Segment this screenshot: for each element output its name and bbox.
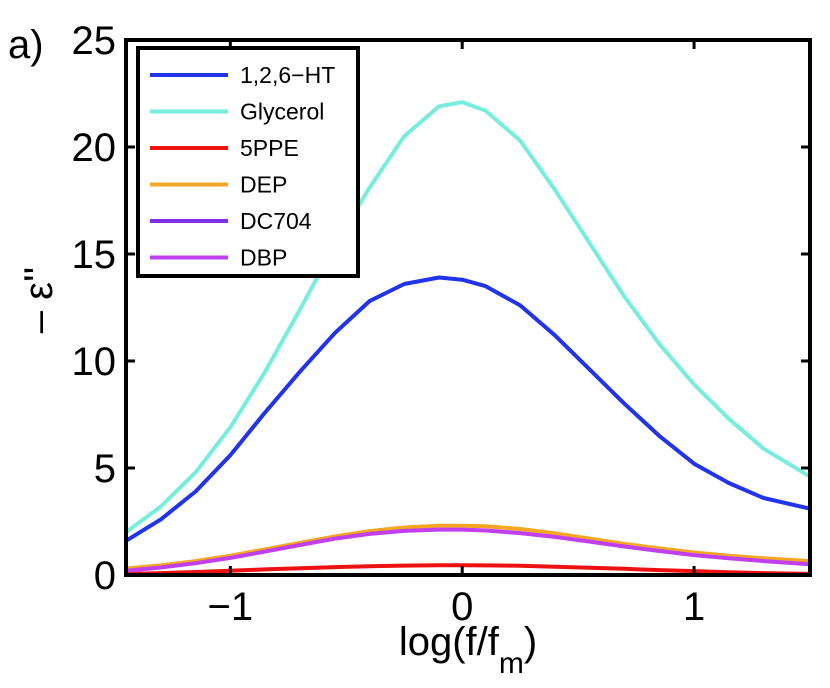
y-tick-label-3: 15: [72, 233, 117, 277]
legend: 1,2,6−HT Glycerol 5PPE DEP DC704 DBP: [136, 46, 360, 278]
legend-label-0: 1,2,6−HT: [240, 62, 335, 88]
x-axis-label-close: ): [524, 620, 537, 664]
y-tick-label-5: 25: [72, 19, 117, 63]
x-tick-label-2: 1: [683, 585, 705, 629]
legend-box: [136, 46, 360, 278]
plot-frame: [124, 38, 812, 577]
y-tick-label-2: 10: [72, 340, 117, 384]
legend-label-4: DC704: [240, 208, 312, 234]
x-axis-label-main: log(f/f: [399, 620, 500, 664]
y-tick-label-0: 0: [94, 554, 116, 598]
series-line-5: [125, 527, 811, 573]
y-axis-label: – ε'': [17, 267, 61, 333]
series-line-3: [125, 523, 811, 571]
series-line-0: [124, 275, 811, 543]
series-line-1: [124, 100, 812, 534]
legend-label-3: DEP: [240, 172, 287, 198]
legend-label-2: 5PPE: [240, 135, 299, 161]
panel-label: a): [8, 23, 44, 67]
x-tick-label-0: −1: [208, 585, 254, 629]
legend-label-5: DBP: [240, 245, 287, 271]
x-axis-label: log(f/fm): [399, 620, 537, 680]
x-tick-label-1: 0: [451, 585, 473, 629]
y-tick-label-1: 5: [94, 447, 116, 491]
series-line-2: [125, 563, 811, 576]
y-tick-label-4: 20: [72, 126, 117, 170]
x-axis-label-subscript: m: [499, 647, 524, 680]
legend-label-1: Glycerol: [240, 99, 324, 125]
